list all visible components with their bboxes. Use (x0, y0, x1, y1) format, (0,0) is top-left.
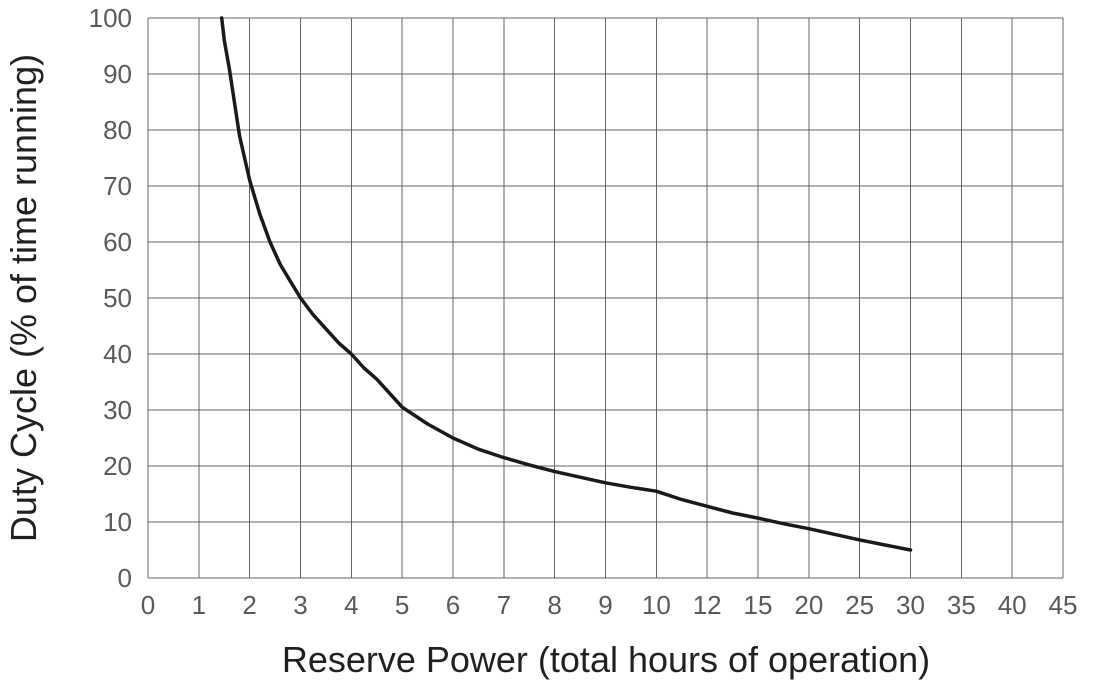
x-tick-label: 5 (395, 590, 409, 620)
x-tick-label: 12 (693, 590, 722, 620)
x-tick-label: 9 (598, 590, 612, 620)
x-axis-title: Reserve Power (total hours of operation) (282, 639, 930, 680)
x-tick-label: 25 (845, 590, 874, 620)
tick-labels: 0 1 2 3 4 5 6 7 8 9 10 12 15 20 25 30 35 40 45010203040506… (89, 3, 1078, 620)
x-tick-label: 2 (242, 590, 256, 620)
y-tick-label: 30 (103, 395, 132, 425)
x-tick-label: 6 (446, 590, 460, 620)
x-tick-label: 1 (192, 590, 206, 620)
x-tick-label: 35 (947, 590, 976, 620)
duty-cycle-curve (219, 16, 913, 552)
x-tick-label: 45 (1049, 590, 1078, 620)
y-tick-label: 70 (103, 171, 132, 201)
y-tick-label: 20 (103, 451, 132, 481)
y-tick-label: 60 (103, 227, 132, 257)
y-tick-label: 100 (89, 3, 132, 33)
x-tick-label: 40 (998, 590, 1027, 620)
x-tick-label: 7 (497, 590, 511, 620)
gridlines (147, 17, 1064, 579)
x-tick-label: 0 (141, 590, 155, 620)
y-tick-label: 10 (103, 507, 132, 537)
y-tick-label: 40 (103, 339, 132, 369)
x-tick-label: 15 (744, 590, 773, 620)
x-tick-label: 10 (642, 590, 671, 620)
x-tick-label: 8 (547, 590, 561, 620)
x-tick-label: 30 (896, 590, 925, 620)
y-tick-label: 50 (103, 283, 132, 313)
y-tick-label: 80 (103, 115, 132, 145)
x-tick-label: 20 (794, 590, 823, 620)
x-tick-label: 3 (293, 590, 307, 620)
data-series (219, 16, 913, 552)
x-tick-label: 4 (344, 590, 358, 620)
y-tick-label: 90 (103, 59, 132, 89)
y-axis-title: Duty Cycle (% of time running) (3, 54, 44, 542)
y-tick-label: 0 (118, 563, 132, 593)
